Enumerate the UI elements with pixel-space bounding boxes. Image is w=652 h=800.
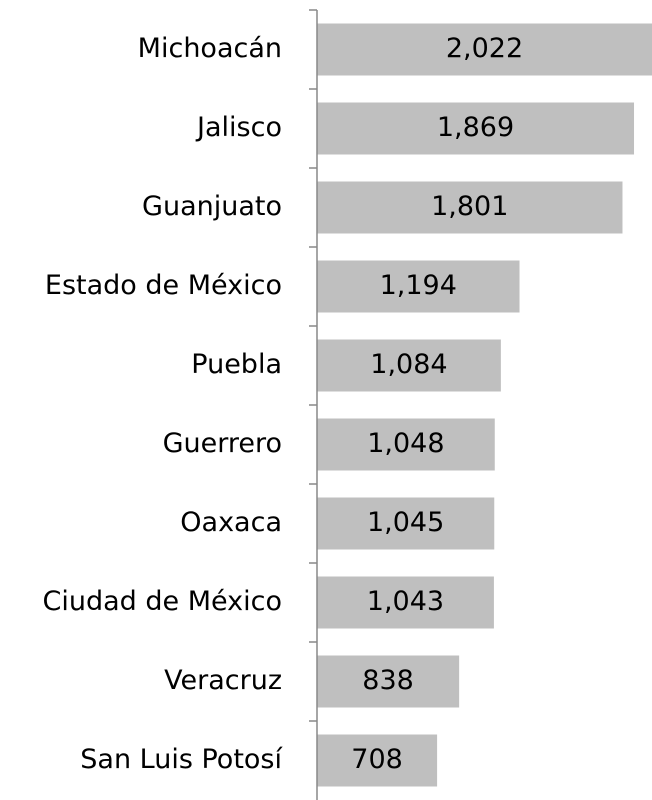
- y-tick-label: Estado de México: [45, 270, 282, 301]
- value-label: 708: [351, 744, 403, 775]
- value-label: 1,194: [380, 270, 457, 301]
- bar: [317, 655, 460, 708]
- bar: [317, 181, 623, 234]
- y-tick-label: Jalisco: [195, 112, 282, 143]
- value-label: 1,869: [437, 112, 514, 143]
- value-label: 1,048: [367, 428, 444, 459]
- value-label: 2,022: [446, 33, 523, 64]
- y-tick-label: Oaxaca: [180, 507, 282, 538]
- y-tick-label: Guerrero: [163, 428, 282, 459]
- y-tick-label: Guanjuato: [142, 191, 282, 222]
- value-label: 838: [362, 665, 414, 696]
- y-tick-label: Veracruz: [164, 665, 282, 696]
- bar: [317, 497, 495, 550]
- y-tick-label: San Luis Potosí: [80, 744, 283, 775]
- y-tick-label: Ciudad de México: [43, 586, 282, 617]
- bar: [317, 734, 438, 787]
- y-tick-label: Michoacán: [138, 33, 282, 64]
- plot-area: [317, 23, 652, 787]
- bar: [317, 576, 494, 629]
- bar: [317, 23, 652, 76]
- bar: [317, 260, 520, 313]
- bar: [317, 339, 501, 392]
- value-label: 1,084: [370, 349, 447, 380]
- bar: [317, 102, 635, 155]
- bar: [317, 418, 495, 471]
- y-tick-label: Puebla: [191, 349, 282, 380]
- value-label: 1,045: [367, 507, 444, 538]
- value-label: 1,043: [367, 586, 444, 617]
- value-label: 1,801: [431, 191, 508, 222]
